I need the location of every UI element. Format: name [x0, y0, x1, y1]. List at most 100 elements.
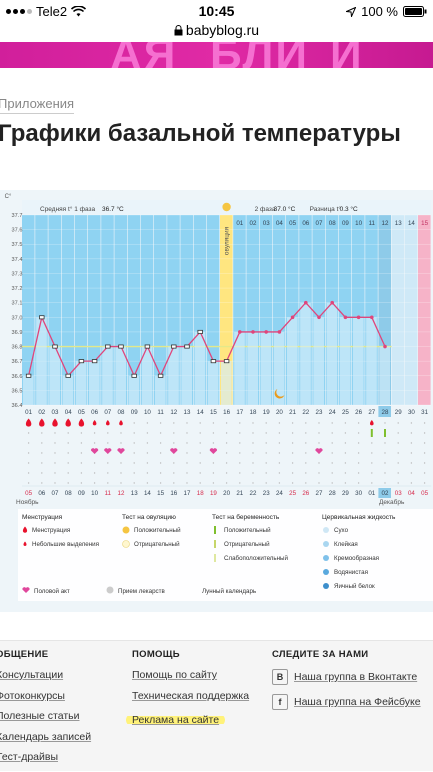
footer-link-support[interactable]: Техническая поддержка — [132, 689, 250, 702]
grid-dot — [212, 442, 215, 444]
calendar-date-label: 18 — [197, 490, 204, 497]
day-column — [404, 215, 418, 405]
footer-link-articles[interactable]: Полезные статьи — [0, 710, 80, 722]
temperature-point — [118, 344, 124, 349]
legend-pregnancy-mark — [214, 540, 216, 548]
menstruation-drop-icon — [25, 418, 32, 427]
grid-dot — [133, 472, 135, 474]
social-fb[interactable]: f Наша группа на Фейсбуке — [272, 694, 421, 710]
calendar-date-label: 27 — [316, 490, 323, 497]
temperature-point — [171, 344, 177, 349]
grid-dot — [27, 452, 30, 454]
grid-dot — [291, 462, 294, 464]
footer-link-fb[interactable]: Наша группа на Фейсбуке — [294, 696, 421, 708]
grid-dot — [410, 482, 413, 484]
footer-link-ads[interactable]: Реклама на сайте — [126, 713, 249, 726]
calendar-date-label: 05 — [25, 490, 32, 497]
grid-dot — [291, 442, 294, 444]
legend-item: Слабоположительный — [224, 555, 289, 562]
grid-dot — [159, 442, 162, 444]
today-marker — [378, 488, 391, 498]
grid-dot — [133, 452, 135, 454]
grid-dot — [331, 442, 333, 444]
temperature-line — [27, 301, 386, 378]
grid-dot — [371, 452, 373, 454]
grid-dot — [331, 422, 333, 424]
temp-area — [300, 302, 311, 405]
grid-dot — [199, 452, 201, 454]
calendar-date-label: 28 — [329, 490, 336, 497]
grid-dot — [265, 452, 267, 454]
status-left: Tele2 — [6, 4, 87, 19]
temperature-point — [251, 330, 255, 334]
temp-area — [102, 346, 113, 405]
cycle-day-label: 26 — [355, 409, 362, 416]
grid-dot — [120, 432, 122, 434]
legend-title: Цервикальная жидкость — [322, 514, 396, 521]
grid-dot — [225, 452, 228, 454]
grid-dot — [305, 482, 307, 484]
temp-area — [234, 331, 245, 405]
legend-heart-icon — [22, 587, 30, 593]
cycle-day-label: 30 — [408, 409, 415, 416]
legend-item: Клейкая — [334, 541, 358, 548]
footer-link-help[interactable]: Помощь по сайту — [132, 669, 218, 681]
cycle-day-label: 05 — [78, 409, 85, 416]
ios-status-bar: Tele2 10:45 100 % — [0, 0, 433, 22]
grid-dot — [252, 452, 254, 454]
grid-dot — [173, 462, 175, 464]
day-column — [61, 215, 75, 405]
grid-dot — [146, 452, 149, 454]
grid-dot — [80, 442, 83, 444]
grid-dot — [423, 422, 426, 424]
grid-dot — [159, 472, 162, 474]
footer-link-calendar[interactable]: Календарь записей — [0, 730, 92, 743]
legend-item: Отрицательный — [134, 541, 180, 548]
footer-link-photocontests[interactable]: Фотоконкурсы — [0, 689, 65, 702]
cycle-day-label: 12 — [170, 409, 177, 416]
grid-dot — [225, 442, 228, 444]
calendar-date-label: 13 — [131, 490, 138, 497]
ovulation-test-mark — [384, 429, 386, 437]
y-tick-label: 37.4 — [12, 257, 23, 263]
cycle-day-label: 10 — [144, 409, 151, 416]
grid-dot — [93, 472, 96, 474]
site-footer: ОБЩЕНИЕ Консультации Фотоконкурсы Полезн… — [0, 640, 433, 771]
diff-label: Разница t° — [310, 205, 342, 213]
grid-dot — [357, 452, 360, 454]
location-arrow-icon — [346, 6, 357, 17]
calendar-date-label: 11 — [105, 490, 112, 497]
phase2-value: 37.0 °C — [274, 205, 296, 213]
grid-dot — [107, 432, 109, 434]
grid-dot — [423, 452, 426, 454]
breadcrumb[interactable]: Приложения — [0, 96, 75, 114]
grid-dot — [265, 482, 267, 484]
cycle-day-label: 01 — [25, 409, 32, 416]
temperature-point — [343, 315, 348, 320]
grid-dot — [54, 432, 56, 434]
grid-dot — [107, 482, 109, 484]
footer-col-follow: СЛЕДИТЕ ЗА НАМИ В Наша группа в Вконтакте… — [272, 649, 421, 719]
social-vk[interactable]: В Наша группа в Вконтакте — [272, 669, 421, 685]
menstruation-drop-icon — [78, 418, 85, 427]
moon-icon — [274, 389, 285, 399]
temperature-point — [105, 344, 111, 349]
legend-item: Кремообразная — [334, 555, 379, 562]
top-day-label: 02 — [250, 220, 257, 227]
calendar-date-label: 06 — [38, 490, 45, 497]
intercourse-heart-icon — [209, 448, 218, 454]
grid-dot — [173, 472, 175, 474]
grid-dot — [371, 472, 373, 474]
calendar-date-label: 03 — [395, 490, 402, 497]
footer-link-vk[interactable]: Наша группа в Вконтакте — [294, 671, 418, 683]
site-banner[interactable]: АЯ БЛИ Й — [0, 42, 433, 68]
grid-dot — [397, 462, 399, 464]
address-bar[interactable]: babyblog.ru — [0, 22, 433, 42]
grid-dot — [186, 462, 188, 464]
footer-link-consultations[interactable]: Консультации — [0, 669, 64, 681]
day-column — [127, 215, 141, 405]
grid-dot — [199, 472, 201, 474]
grid-dot — [120, 472, 122, 474]
footer-link-testdrives[interactable]: Тест-драйвы — [0, 751, 59, 763]
grid-dot — [239, 472, 241, 474]
